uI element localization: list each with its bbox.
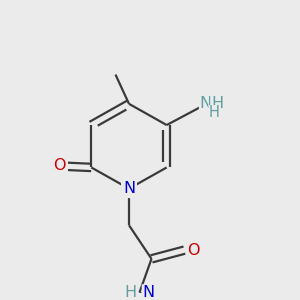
Text: H: H [124,285,136,300]
Text: H: H [211,96,223,111]
Text: O: O [188,243,200,258]
Text: N: N [142,285,154,300]
Text: H: H [209,105,220,120]
Text: O: O [54,158,66,173]
Text: N: N [200,96,212,111]
Text: N: N [123,181,135,196]
